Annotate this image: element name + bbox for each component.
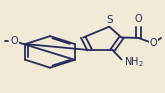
Text: O: O: [10, 36, 18, 46]
Text: O: O: [149, 38, 157, 48]
Text: O: O: [135, 14, 142, 24]
Text: NH$_2$: NH$_2$: [124, 55, 144, 69]
Text: S: S: [107, 15, 113, 25]
